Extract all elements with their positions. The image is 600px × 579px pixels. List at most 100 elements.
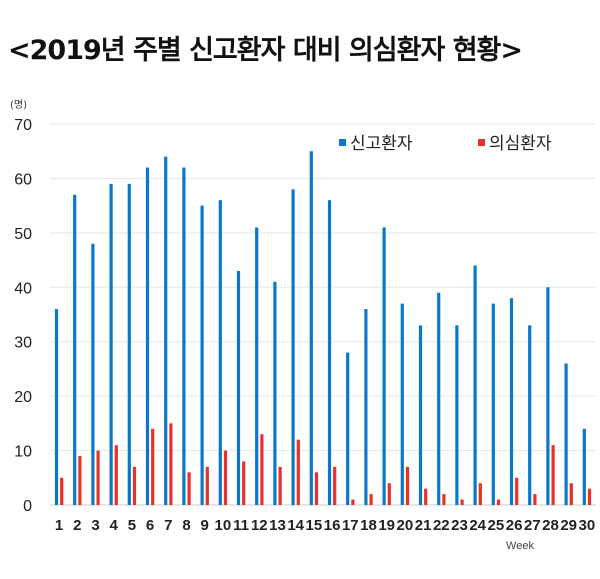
bar-reported-week-14 — [291, 189, 295, 506]
legend-label-reported: 신고환자 — [350, 134, 413, 154]
bar-suspected-week-6 — [151, 428, 155, 505]
x-tick-label: 19 — [378, 517, 395, 534]
legend-label-suspected: 의심환자 — [489, 134, 552, 154]
bar-reported-week-10 — [218, 200, 222, 505]
bar-suspected-week-27 — [533, 494, 537, 505]
bar-reported-week-21 — [418, 325, 423, 505]
bar-reported-week-18 — [364, 309, 368, 505]
x-tick-label: 5 — [128, 517, 136, 534]
legend-swatch-reported — [339, 139, 346, 146]
x-axis-label: Week — [506, 540, 534, 552]
bar-suspected-week-7 — [169, 423, 173, 505]
x-tick-label: 26 — [506, 517, 523, 534]
bar-suspected-week-2 — [78, 456, 82, 505]
bar-reported-week-25 — [491, 303, 495, 505]
x-tick-label: 15 — [306, 517, 323, 534]
bar-suspected-week-26 — [515, 477, 519, 505]
y-tick-label: 60 — [14, 171, 32, 188]
bar-suspected-week-24 — [478, 483, 482, 505]
bar-suspected-week-25 — [496, 499, 501, 505]
bar-reported-week-2 — [73, 194, 77, 505]
bar-suspected-week-18 — [369, 494, 373, 505]
x-tick-label: 22 — [433, 517, 450, 534]
bar-suspected-week-5 — [132, 466, 137, 505]
y-tick-label: 0 — [23, 498, 32, 515]
bar-suspected-week-4 — [114, 445, 118, 505]
x-tick-label: 4 — [110, 517, 119, 534]
bar-reported-week-22 — [437, 292, 441, 505]
bar-suspected-week-8 — [187, 472, 191, 505]
bar-suspected-week-13 — [278, 466, 282, 505]
x-axis-ticks: 1 2 3 4 5 6 7 8 9 10 11 12 13 14 15 16 17 18 19 20 21 22 23 24 2… — [55, 517, 595, 534]
bar-reported-week-6 — [145, 167, 150, 506]
bar-reported-week-3 — [91, 243, 95, 505]
bar-suspected-week-1 — [60, 477, 64, 505]
bar-suspected-week-9 — [205, 466, 209, 505]
x-tick-label: 20 — [397, 517, 414, 534]
y-tick-label: 30 — [14, 335, 32, 352]
bar-reported-week-9 — [200, 205, 204, 505]
x-tick-label: 24 — [469, 517, 486, 534]
legend-swatch-suspected — [478, 139, 485, 146]
legend: 신고환자 의심환자 — [339, 134, 552, 154]
bar-reported-week-13 — [273, 281, 277, 505]
bar-reported-week-4 — [109, 183, 113, 505]
bar-suspected-week-17 — [351, 499, 355, 505]
bar-reported-week-28 — [546, 287, 550, 505]
y-tick-label: 10 — [14, 444, 32, 461]
bar-reported-week-12 — [255, 227, 259, 505]
bar-reported-week-16 — [327, 200, 332, 505]
bar-reported-week-5 — [127, 183, 131, 505]
bar-suspected-week-28 — [551, 445, 555, 505]
bar-suspected-week-29 — [569, 483, 573, 505]
y-tick-label: 50 — [14, 226, 32, 243]
x-tick-label: 14 — [287, 517, 304, 534]
y-axis-unit: (명) — [10, 99, 27, 111]
chart-title: <2019년 주별 신고환자 대비 의심환자 현황> — [8, 35, 523, 66]
bar-suspected-week-11 — [242, 461, 246, 505]
x-tick-label: 2 — [73, 517, 81, 534]
x-tick-label: 29 — [560, 517, 577, 534]
bar-suspected-week-3 — [96, 450, 100, 505]
bar-reported-week-24 — [473, 265, 477, 505]
bar-reported-week-20 — [400, 303, 404, 505]
bar-reported-week-11 — [236, 270, 241, 505]
x-tick-label: 1 — [55, 517, 63, 534]
x-tick-label: 18 — [360, 517, 377, 534]
bar-reported-week-17 — [346, 352, 350, 505]
x-tick-label: 10 — [215, 517, 232, 534]
bar-suspected-week-23 — [460, 499, 464, 505]
bar-suspected-week-21 — [424, 488, 428, 505]
x-tick-label: 17 — [342, 517, 359, 534]
x-tick-label: 9 — [201, 517, 209, 534]
bar-reported-week-1 — [54, 309, 59, 505]
bar-suspected-week-22 — [442, 494, 446, 505]
x-tick-label: 23 — [451, 517, 468, 534]
x-tick-label: 30 — [579, 517, 596, 534]
x-tick-label: 8 — [182, 517, 190, 534]
x-tick-label: 25 — [488, 517, 505, 534]
gridlines — [50, 123, 596, 506]
y-tick-label: 70 — [14, 117, 32, 134]
bar-reported-week-27 — [528, 325, 532, 505]
bar-suspected-week-12 — [260, 434, 264, 505]
x-tick-label: 16 — [324, 517, 341, 534]
bar-suspected-week-30 — [587, 488, 592, 505]
bar-suspected-week-19 — [387, 483, 391, 505]
x-tick-label: 6 — [146, 517, 154, 534]
bar-reported-week-7 — [164, 156, 168, 505]
bar-reported-week-29 — [564, 363, 568, 505]
bar-suspected-week-14 — [296, 439, 300, 505]
bar-reported-week-15 — [309, 151, 313, 505]
x-tick-label: 7 — [164, 517, 172, 534]
x-tick-label: 28 — [542, 517, 559, 534]
y-tick-label: 20 — [14, 389, 32, 406]
bar-suspected-week-20 — [405, 466, 410, 505]
x-tick-label: 3 — [91, 517, 99, 534]
x-tick-label: 13 — [269, 517, 286, 534]
x-tick-label: 21 — [415, 517, 432, 534]
bar-reported-week-8 — [182, 167, 186, 506]
bar-reported-week-30 — [582, 428, 586, 505]
bar-reported-week-23 — [455, 325, 459, 505]
